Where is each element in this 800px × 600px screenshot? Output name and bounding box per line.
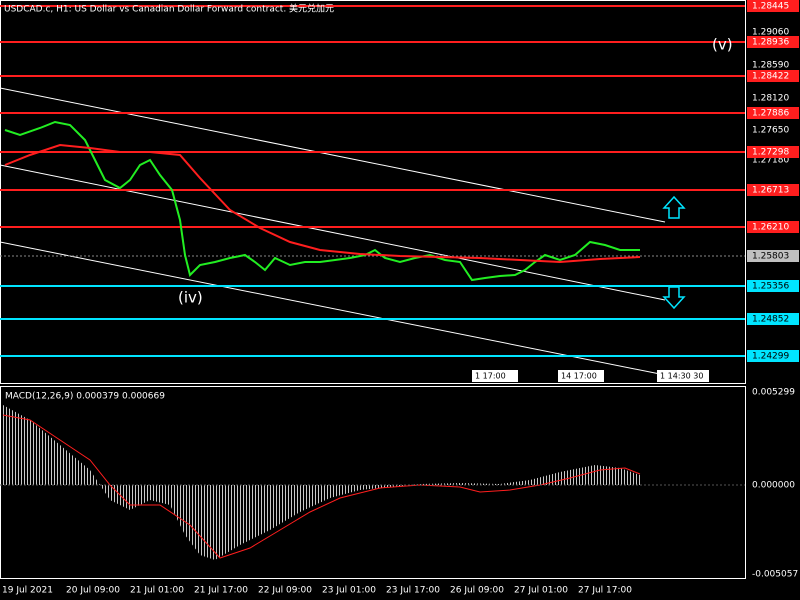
marker-label: 1 17:00	[475, 372, 506, 381]
time-tick: 27 Jul 17:00	[578, 586, 632, 596]
bid-label: 1.25803	[752, 252, 789, 262]
wave-label: (iv)	[178, 289, 203, 307]
level-tag	[747, 0, 799, 12]
time-tick: 20 Jul 09:00	[66, 586, 120, 596]
time-tick: 21 Jul 01:00	[130, 586, 184, 596]
macd-tick: 0.000000	[752, 481, 795, 491]
level-label: 1.27886	[752, 109, 789, 119]
level-label: 1.24852	[752, 315, 789, 325]
up-arrow	[662, 195, 686, 219]
price-tick: 1.27180	[752, 156, 789, 166]
marker-label: 1 14:30 30	[660, 372, 703, 381]
cyan-levels	[0, 285, 745, 357]
macd-frame	[0, 386, 746, 579]
macd-histogram	[3, 405, 640, 560]
marker-label: 14 17:00	[561, 372, 597, 381]
marker-box	[472, 370, 518, 382]
main-frame	[0, 0, 746, 384]
time-tick: 19 Jul 2021	[2, 586, 53, 596]
time-tick: 23 Jul 01:00	[322, 586, 376, 596]
level-tag	[747, 146, 799, 158]
level-label: 1.24299	[752, 352, 789, 362]
level-label: 1.28422	[752, 72, 789, 82]
level-tag	[747, 350, 799, 362]
macd-label: MACD(12,26,9) 0.000379 0.000669	[5, 392, 165, 402]
level-label: 1.25356	[752, 282, 789, 292]
wave-label: (v)	[712, 36, 733, 54]
level-tag	[747, 184, 799, 196]
price-tick: 1.27650	[752, 126, 789, 136]
marker-box	[558, 370, 604, 382]
level-tag	[747, 107, 799, 119]
level-tag	[747, 70, 799, 82]
price-candles	[4, 120, 640, 282]
down-arrow	[662, 286, 686, 310]
time-tick: 27 Jul 01:00	[514, 586, 568, 596]
price-tick: 1.28590	[752, 61, 789, 71]
level-label: 1.27298	[752, 148, 789, 158]
time-tick: 23 Jul 17:00	[386, 586, 440, 596]
level-tag	[747, 313, 799, 325]
chart-title: USDCAD.c, H1: US Dollar vs Canadian Doll…	[4, 3, 334, 15]
level-tag	[747, 280, 799, 292]
price-tick: 1.28120	[752, 94, 789, 104]
bid-tag	[747, 250, 799, 262]
level-label: 1.28936	[752, 38, 789, 48]
time-tick: 26 Jul 09:00	[450, 586, 504, 596]
level-tag	[747, 221, 799, 233]
level-tag	[747, 36, 799, 48]
level-label: 1.26713	[752, 186, 789, 196]
macd-tick: 0.005299	[752, 388, 795, 398]
price-tick: 1.29060	[752, 28, 789, 38]
time-tick: 21 Jul 17:00	[194, 586, 248, 596]
moving-average	[4, 143, 641, 264]
marker-box	[657, 370, 709, 382]
level-label: 1.26210	[752, 223, 789, 233]
macd-tick: -0.005057	[752, 570, 798, 580]
time-tick: 22 Jul 09:00	[258, 586, 312, 596]
channel-lines	[0, 87, 666, 376]
level-label: 1.28445	[752, 2, 789, 12]
macd-signal	[2, 414, 641, 559]
